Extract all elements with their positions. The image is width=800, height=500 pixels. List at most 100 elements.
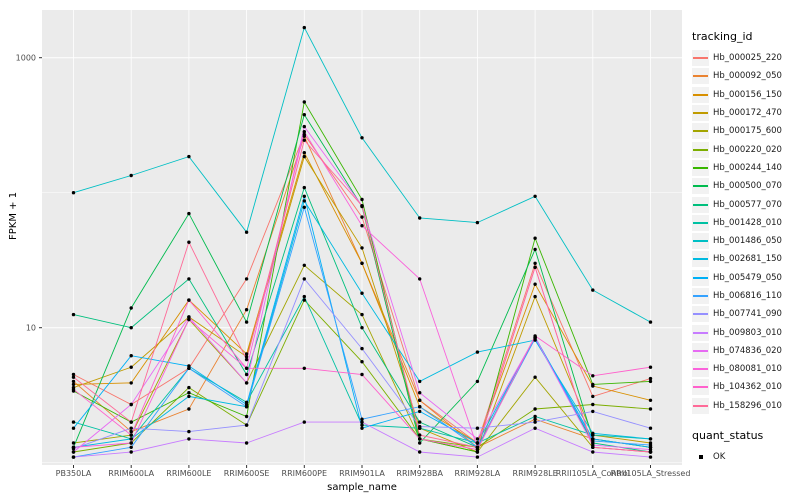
- legend-key-line-icon: [692, 288, 709, 304]
- data-point: [302, 151, 306, 155]
- x-tick-label: RRIM928BA: [396, 469, 443, 478]
- legend-label: Hb_000025_220: [713, 53, 782, 64]
- data-point: [187, 391, 191, 395]
- legend-label: Hb_000172_470: [713, 108, 782, 119]
- legend-key-line-icon: [692, 251, 709, 268]
- legend-key-line-icon: [692, 196, 709, 213]
- data-point: [418, 405, 422, 409]
- legend-label: Hb_009803_010: [713, 327, 782, 338]
- legend-key-line-icon: [692, 342, 709, 359]
- data-point: [187, 317, 191, 322]
- data-point: [360, 204, 364, 208]
- color-legend-title: tracking_id: [692, 30, 753, 43]
- data-point: [475, 455, 480, 459]
- data-point: [71, 450, 76, 454]
- legend-key-line-icon: [692, 86, 709, 103]
- data-point: [71, 191, 76, 195]
- data-point: [418, 379, 422, 384]
- data-point: [71, 382, 76, 387]
- legend-label: Hb_000156_150: [713, 89, 782, 100]
- data-point: [129, 381, 133, 385]
- legend-entry: Hb_000175_600: [692, 122, 798, 140]
- data-point: [360, 423, 364, 427]
- data-point: [418, 424, 422, 429]
- data-point: [244, 230, 249, 234]
- data-point: [648, 455, 653, 459]
- data-point: [648, 379, 653, 384]
- data-point: [71, 372, 76, 377]
- data-point: [418, 409, 422, 414]
- data-point: [533, 334, 537, 338]
- data-point: [302, 134, 306, 138]
- x-tick-label: PB350LA: [55, 469, 92, 478]
- data-point: [533, 375, 537, 379]
- data-point: [418, 391, 422, 395]
- data-point: [187, 240, 191, 244]
- legend-panel: tracking_id Hb_000025_220 Hb_000092_050 Hb…: [692, 30, 798, 466]
- data-point: [648, 426, 653, 430]
- data-point: [418, 216, 422, 220]
- x-tick-label: RRIM928LE: [512, 469, 558, 478]
- data-point: [302, 124, 306, 129]
- y-tick-label: 10: [25, 323, 36, 333]
- data-point: [302, 25, 306, 30]
- legend-label: Hb_000220_020: [713, 144, 782, 155]
- data-point: [418, 398, 422, 402]
- data-point: [360, 136, 364, 140]
- legend-label: Hb_007741_090: [713, 309, 782, 320]
- data-point: [475, 445, 480, 449]
- data-point: [648, 407, 653, 411]
- data-point: [475, 220, 480, 225]
- data-point: [302, 294, 306, 299]
- legend-key-line-icon: [692, 141, 709, 158]
- data-point: [360, 417, 364, 421]
- legend-label: Hb_000244_140: [713, 162, 782, 173]
- legend-key-line-icon: [692, 123, 709, 140]
- data-point: [648, 365, 653, 369]
- legend-entry: Hb_001428_010: [692, 214, 798, 232]
- data-point: [648, 376, 653, 381]
- data-point: [244, 414, 249, 419]
- quant-status-entry: OK: [692, 448, 798, 466]
- legend-label: Hb_000175_600: [713, 126, 782, 137]
- legend-entry: Hb_080081_010: [692, 360, 798, 378]
- data-point: [475, 426, 480, 430]
- data-point: [475, 437, 480, 441]
- quant-status-label: OK: [713, 452, 726, 463]
- legend-entry: Hb_104362_010: [692, 378, 798, 396]
- legend-label: Hb_158296_010: [713, 400, 782, 411]
- legend-entry: Hb_002681_150: [692, 250, 798, 268]
- data-point: [591, 374, 595, 378]
- legend-key-line-icon: [692, 233, 709, 250]
- data-point: [360, 197, 364, 202]
- data-point: [360, 420, 364, 424]
- data-point: [244, 372, 249, 377]
- data-point: [71, 387, 76, 391]
- data-point: [244, 423, 249, 427]
- data-point: [533, 294, 537, 299]
- data-point: [71, 379, 76, 384]
- x-tick-label: RRIM928LA: [454, 469, 501, 478]
- data-point: [129, 354, 133, 358]
- data-point: [648, 398, 653, 402]
- data-point: [591, 382, 595, 387]
- data-point: [187, 298, 191, 302]
- legend-label: Hb_000577_070: [713, 199, 782, 210]
- data-point: [187, 315, 191, 319]
- data-point: [533, 417, 537, 421]
- data-point: [244, 320, 249, 324]
- data-point: [71, 312, 76, 317]
- x-tick-label: RRIM600SE: [223, 469, 270, 478]
- data-point: [533, 247, 537, 252]
- data-point: [71, 426, 76, 430]
- data-point: [360, 224, 364, 228]
- data-point: [591, 409, 595, 414]
- data-point: [187, 429, 191, 434]
- legend-key-line-icon: [692, 105, 709, 122]
- data-point: [71, 441, 76, 445]
- legend-entry: Hb_000500_070: [692, 177, 798, 195]
- legend-key-line-icon: [692, 269, 709, 286]
- data-point: [129, 402, 133, 407]
